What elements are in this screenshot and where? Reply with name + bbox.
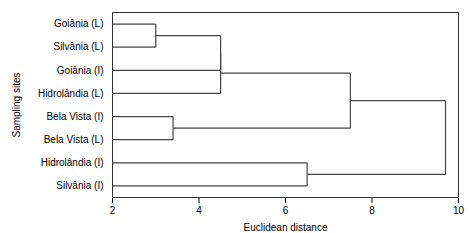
svg-text:Euclidean distance: Euclidean distance [244,222,328,233]
svg-text:Goiânia (L): Goiânia (L) [54,18,103,29]
svg-text:Hidrolândia (L): Hidrolândia (L) [38,88,104,99]
svg-text:2: 2 [110,205,116,216]
svg-text:Silvânia (I): Silvânia (I) [56,180,103,191]
svg-text:10: 10 [453,205,465,216]
svg-text:Bela Vista (I): Bela Vista (I) [46,111,103,122]
svg-text:4: 4 [196,205,202,216]
svg-text:8: 8 [369,205,375,216]
svg-text:Bela Vista (L): Bela Vista (L) [44,134,104,145]
svg-text:Sampling sites: Sampling sites [11,72,22,137]
svg-text:6: 6 [283,205,289,216]
svg-text:Hidrolândia (I): Hidrolândia (I) [41,157,104,168]
svg-text:Silvânia (L): Silvânia (L) [53,41,103,52]
svg-text:Goiânia (I): Goiânia (I) [57,65,104,76]
